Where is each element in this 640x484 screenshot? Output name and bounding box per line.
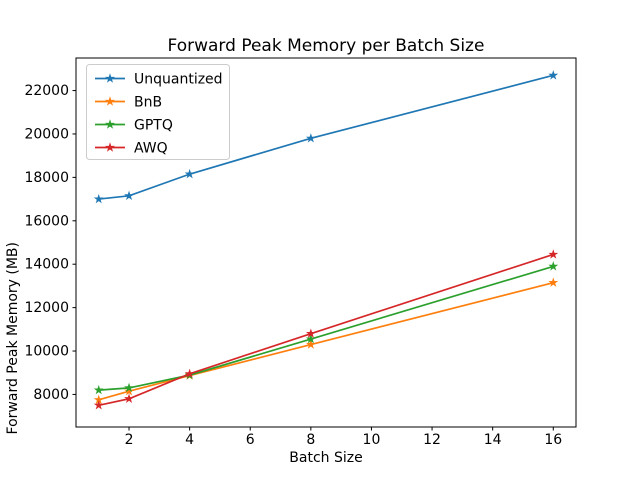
data-point-marker [305, 133, 316, 143]
data-point-marker [124, 190, 134, 201]
y-tick-label: 22000 [24, 83, 69, 99]
y-tick-label: 12000 [24, 300, 69, 316]
x-tick-label: 2 [125, 432, 134, 448]
legend-label: BnB [134, 95, 162, 111]
x-tick-label: 16 [544, 432, 562, 448]
legend: Unquantized BnB GPTQ AWQ [86, 64, 230, 160]
y-tick-label: 8000 [33, 387, 69, 403]
data-point-marker [184, 168, 195, 179]
x-tick-label: 6 [246, 432, 255, 448]
x-axis-label: Batch Size [289, 450, 363, 466]
data-point-marker [305, 339, 316, 349]
chart-title: Forward Peak Memory per Batch Size [167, 36, 485, 56]
legend-item: BnB [95, 95, 162, 111]
data-point-marker [548, 70, 559, 80]
data-point-marker [93, 394, 104, 405]
x-tick-label: 10 [363, 432, 381, 448]
data-point-marker [93, 400, 104, 410]
y-tick-label: 20000 [24, 126, 69, 142]
legend-item: Unquantized [95, 72, 223, 88]
data-point-marker [93, 384, 104, 395]
data-point-marker [548, 261, 559, 271]
axes-frame [75, 57, 577, 428]
legend-box [86, 64, 230, 160]
legend-marker-star-icon [105, 119, 115, 129]
x-tick-label: 4 [185, 432, 194, 448]
data-point-marker [124, 393, 134, 403]
y-tick-label: 16000 [24, 213, 69, 229]
y-tick-label: 18000 [24, 170, 69, 186]
legend-label: GPTQ [134, 118, 173, 134]
legend-label: Unquantized [134, 72, 223, 88]
data-point-marker [124, 382, 134, 393]
y-tick-label: 14000 [24, 257, 69, 273]
x-tick-label: 14 [484, 432, 502, 448]
x-tick-label: 12 [423, 432, 441, 448]
data-point-marker [548, 249, 559, 259]
legend-label: AWQ [134, 141, 168, 157]
legend-marker-star-icon [105, 73, 115, 83]
data-point-marker [93, 193, 104, 204]
data-point-marker [305, 333, 316, 344]
legend-marker-star-icon [105, 142, 115, 152]
data-point-marker [124, 385, 134, 396]
legend-marker-star-icon [105, 96, 115, 106]
y-tick-label: 10000 [24, 344, 69, 360]
legend-item: GPTQ [95, 118, 173, 134]
data-point-marker [305, 328, 316, 338]
x-tick-label: 8 [306, 432, 315, 448]
legend-item: AWQ [95, 141, 168, 157]
series-line-awq [98, 253, 554, 407]
data-point-marker [184, 368, 195, 379]
data-point-marker [548, 277, 559, 287]
